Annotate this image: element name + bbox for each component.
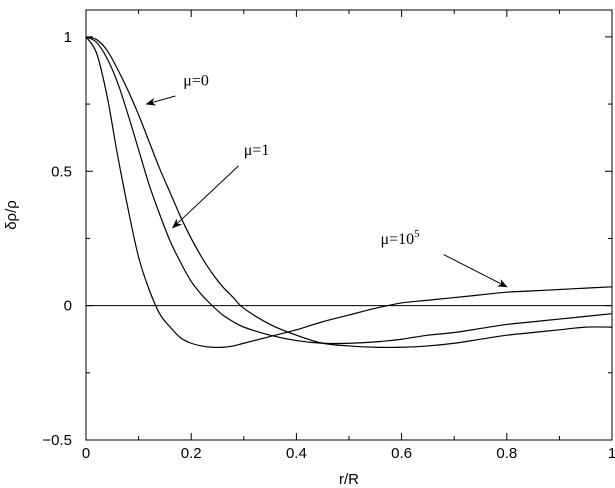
- annotation-label-1: μ=1: [244, 142, 270, 159]
- x-tick-label: 0.6: [391, 445, 412, 462]
- x-tick-label: 0.8: [496, 445, 517, 462]
- x-tick-label: 0: [82, 445, 90, 462]
- annotation-label-0: μ=0: [183, 72, 209, 89]
- series-line-2: [85, 36, 613, 349]
- y-tick-label: −0.5: [42, 432, 72, 449]
- series-line-0: [85, 36, 613, 349]
- curve-annotations: μ=0 μ=1 μ=105: [145, 72, 508, 288]
- annotation-text: μ=0: [183, 72, 209, 89]
- series-line-1: [85, 36, 613, 345]
- annotation-arrow-2: [443, 254, 508, 288]
- annotation-arrow-0: [145, 95, 176, 106]
- y-tick-label: 0.5: [51, 163, 72, 180]
- y-tick-label: 0: [64, 298, 72, 315]
- annotation-text: μ=1: [244, 142, 270, 159]
- annotation-superscript: 5: [414, 228, 420, 240]
- annotation-arrow-1: [172, 165, 239, 229]
- tick-labels: 0 0.2 0.4 0.6 0.8 1 −0.5 0 0.5 1: [42, 29, 615, 462]
- plot-axes: [85, 9, 613, 441]
- y-tick-label: 1: [64, 29, 72, 46]
- x-tick-label: 0.2: [181, 445, 202, 462]
- x-tick-label: 1: [608, 445, 615, 462]
- y-axis-label: δρ/ρ: [3, 200, 20, 230]
- annotation-text: μ=10: [381, 231, 415, 248]
- data-curves: [85, 36, 613, 349]
- x-axis-label: r/R: [339, 471, 359, 488]
- annotation-label-2: μ=105: [381, 228, 421, 248]
- plot-frame: [85, 9, 613, 441]
- tick-marks: [85, 10, 613, 441]
- x-tick-label: 0.4: [286, 445, 307, 462]
